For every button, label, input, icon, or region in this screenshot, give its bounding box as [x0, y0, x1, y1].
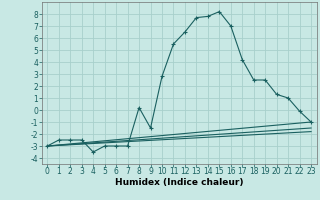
X-axis label: Humidex (Indice chaleur): Humidex (Indice chaleur): [115, 178, 244, 187]
